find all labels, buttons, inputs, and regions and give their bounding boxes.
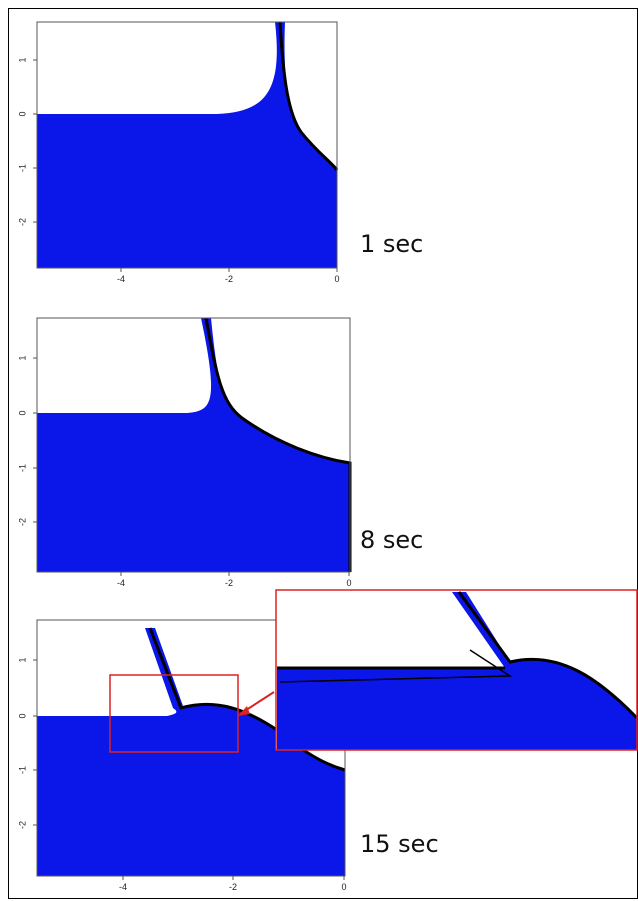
y-tick-label: -1 — [17, 464, 27, 472]
y-tick-label: 0 — [17, 111, 27, 116]
x-tick-label: -4 — [117, 274, 125, 284]
y-tick-label: -2 — [17, 518, 27, 526]
x-tick-label: 0 — [346, 578, 351, 588]
time-label: 15 sec — [360, 830, 439, 858]
time-label: 8 sec — [360, 526, 423, 554]
y-tick-label: 1 — [17, 657, 27, 662]
x-tick-label: -2 — [229, 882, 237, 892]
x-tick-label: -2 — [225, 578, 233, 588]
y-tick-label: 0 — [17, 713, 27, 718]
x-tick-label: -4 — [117, 578, 125, 588]
y-tick-label: 0 — [17, 410, 27, 415]
x-tick-label: 0 — [341, 882, 346, 892]
x-tick-label: 0 — [334, 274, 339, 284]
y-tick-label: -2 — [17, 821, 27, 829]
y-tick-label: -1 — [17, 766, 27, 774]
x-tick-label: -4 — [119, 882, 127, 892]
x-tick-label: -2 — [225, 274, 233, 284]
time-label: 1 sec — [360, 230, 423, 258]
y-tick-label: -2 — [17, 218, 27, 226]
y-tick-label: 1 — [17, 355, 27, 360]
y-tick-label: -1 — [17, 164, 27, 172]
y-tick-label: 1 — [17, 57, 27, 62]
figure: -4 -2 0 1 0 -1 -2 1 sec -4 -2 0 1 0 -1 -2 8 sec -4 -2 0 1 0 -… — [0, 0, 638, 901]
